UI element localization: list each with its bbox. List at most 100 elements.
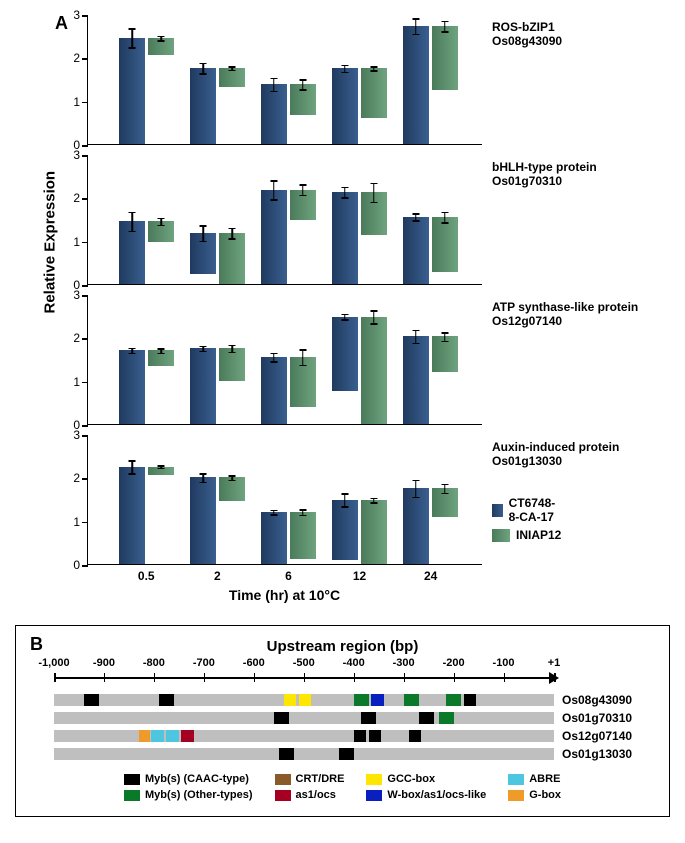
x-axis-title: Time (hr) at 10°C [87,587,482,603]
y-tick [82,285,88,287]
error-bar [131,28,133,47]
y-tick [82,522,88,524]
error-cap [229,238,236,240]
motif-box [371,694,383,706]
error-bar [373,183,375,202]
bar-group [403,26,458,144]
bar-blue [261,512,287,564]
legend-swatch [124,790,140,801]
bar-group [190,233,245,284]
error-bar [344,187,346,197]
error-cap [129,212,136,214]
error-cap [341,319,348,321]
bar-group [332,317,387,424]
error-bar [231,228,233,238]
legend-row: INIAP12 [492,528,563,542]
motif-box [419,712,434,724]
error-cap [412,497,419,499]
legend-label: G-box [529,789,561,801]
bp-tick-label: -700 [193,657,215,669]
error-cap [370,183,377,185]
error-cap [200,63,207,65]
panel-a: A Relative Expression 0123ROS-bZIP1Os08g… [15,15,670,603]
bp-tick [154,673,156,682]
bar-blue [261,357,287,424]
bar-blue [403,488,429,564]
bar-blue [403,26,429,144]
y-tick-label: 3 [73,428,80,442]
y-tick [82,145,88,147]
bp-tick-label: -100 [493,657,515,669]
bp-tick-label: -500 [293,657,315,669]
bp-tick-label: -1,000 [38,657,69,669]
motif-box [279,748,294,760]
bar-green [290,512,316,559]
error-bar [444,212,446,222]
gene-track [54,730,554,742]
bar-group [403,217,458,284]
legend-item: ABRE [508,773,561,785]
error-bar [344,493,346,506]
bar-green [219,233,245,284]
error-cap [341,72,348,74]
chart-1: 0123bHLH-type proteinOs01g70310 [87,155,482,285]
bar-green [148,350,174,366]
y-tick [82,155,88,157]
error-cap [341,314,348,316]
gene-track [54,694,554,706]
y-tick-label: 2 [73,471,80,485]
bp-axis: -1,000-900-800-700-600-500-400-300-200-1… [34,659,651,687]
error-cap [129,473,136,475]
legend-item: W-box/as1/ocs-like [366,789,486,801]
error-bar [131,212,133,231]
motif-box [284,694,296,706]
error-cap [129,348,136,350]
error-cap [370,70,377,72]
error-cap [441,332,448,334]
error-cap [412,18,419,20]
error-cap [229,352,236,354]
motif-box [339,748,354,760]
bp-tick-label: -900 [93,657,115,669]
gene-track [54,748,554,760]
bp-tick [254,673,256,682]
bar-group [190,477,245,564]
error-cap [200,482,207,484]
x-axis-labels: 0.5261224 [87,565,482,587]
error-bar [273,180,275,199]
bar-blue [332,500,358,560]
error-cap [229,345,236,347]
motif-box [139,730,150,742]
legend-label: Myb(s) (CAAC-type) [145,773,249,785]
legend-label: Myb(s) (Other-types) [145,789,253,801]
legend-swatch [492,529,510,542]
bp-tick [504,673,506,682]
bar-group [261,190,316,284]
motif-box [464,694,476,706]
x-tick-label: 6 [285,569,292,583]
legend-label: ABRE [529,773,560,785]
charts-stack: 0123ROS-bZIP1Os08g430900123bHLH-type pro… [87,15,482,565]
error-bar [415,18,417,34]
bar-blue [332,317,358,392]
error-cap [200,225,207,227]
error-cap [158,468,165,470]
bar-group [261,357,316,424]
y-tick [82,198,88,200]
error-cap [200,73,207,75]
legend-label: as1/ocs [296,789,336,801]
legend-label: GCC-box [387,773,435,785]
bar-group [332,68,387,144]
y-tick-label: 3 [73,148,80,162]
error-cap [229,228,236,230]
motif-box [181,730,193,742]
legend-item: GCC-box [366,773,486,785]
chart-2: 0123ATP synthase-like proteinOs12g07140 [87,295,482,425]
motif-box [299,694,311,706]
bar-group [403,336,458,424]
error-cap [270,180,277,182]
error-bar [415,480,417,497]
y-axis-title: Relative Expression [42,171,59,314]
bp-tick-label: -200 [443,657,465,669]
error-cap [158,40,165,42]
